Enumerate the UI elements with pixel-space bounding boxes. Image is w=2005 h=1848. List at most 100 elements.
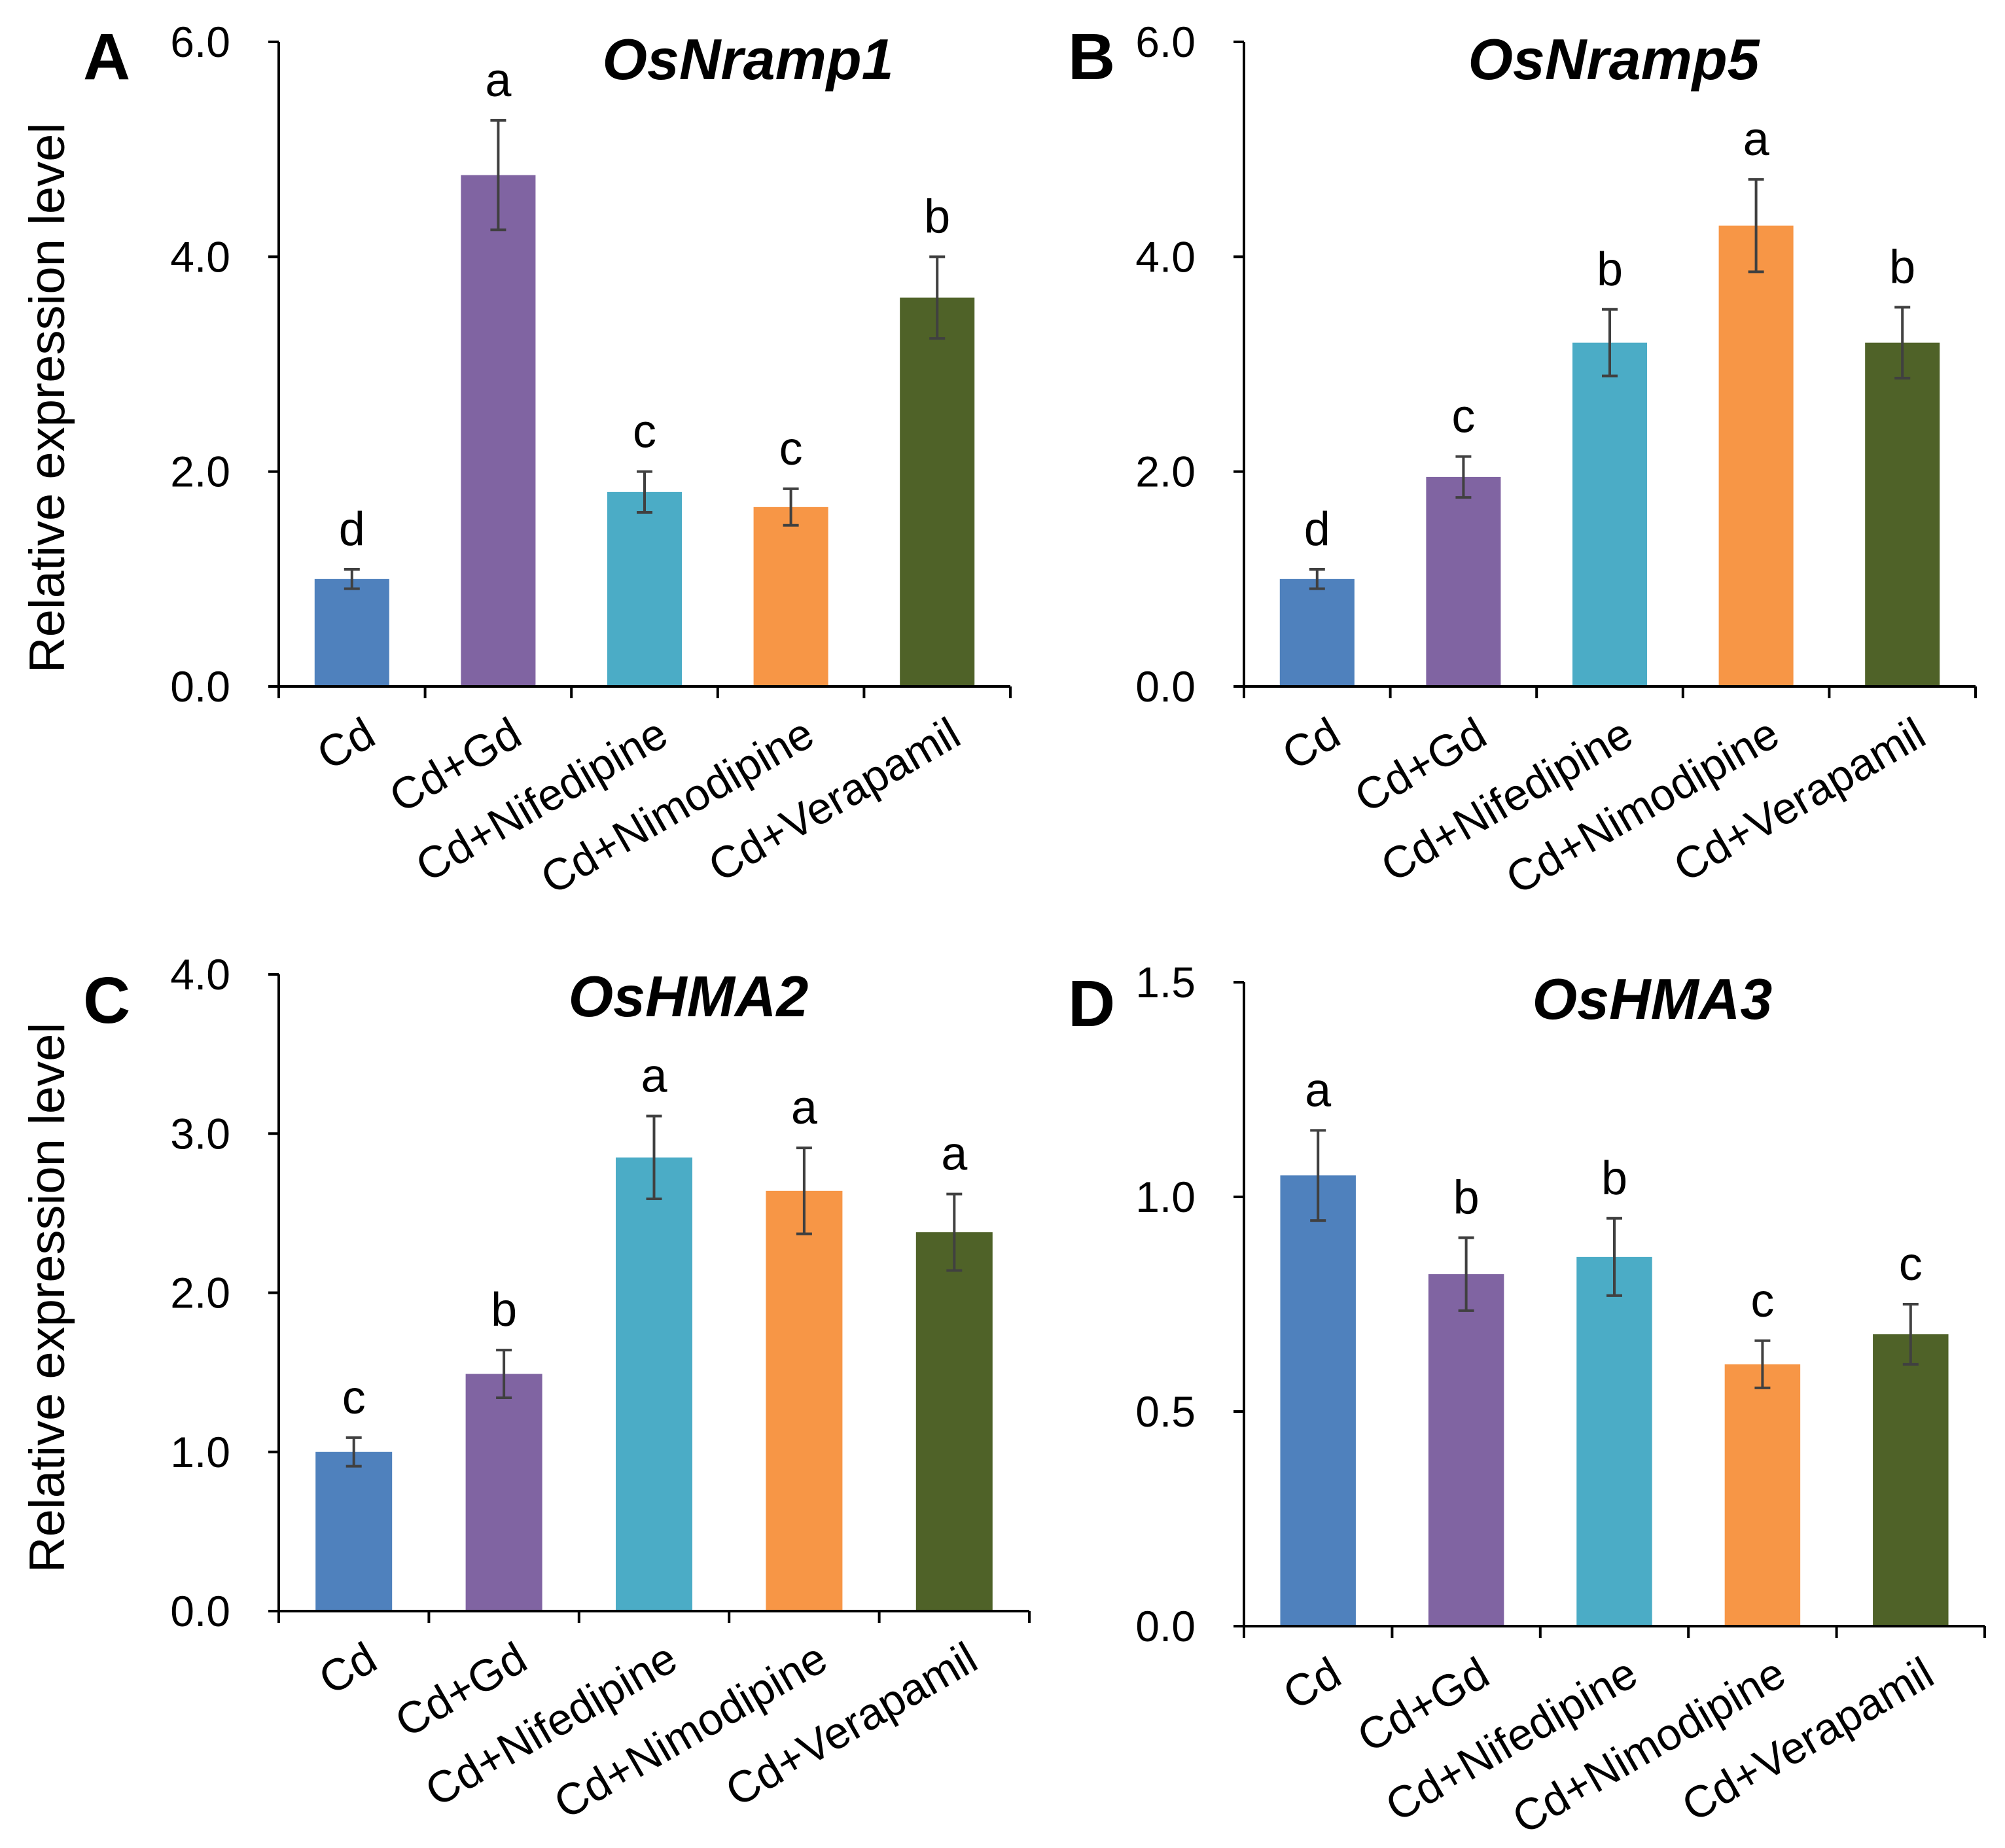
significance-letter: a xyxy=(1743,113,1770,166)
y-tick-label: 2.0 xyxy=(1135,448,1196,496)
y-tick-label: 1.0 xyxy=(1135,1173,1196,1221)
significance-letter: b xyxy=(1889,241,1915,293)
significance-letter: a xyxy=(641,1050,667,1102)
chart-title: OsNramp5 xyxy=(1468,27,1760,92)
x-tick-label: Cd+Verapamil xyxy=(717,1633,985,1816)
error-bar xyxy=(1602,308,1618,378)
significance-letter: a xyxy=(941,1128,968,1181)
error-bar xyxy=(496,1349,512,1400)
error-bar xyxy=(1894,306,1911,380)
error-bar xyxy=(1309,568,1325,590)
error-bar xyxy=(796,1146,812,1235)
panel-label: D xyxy=(1068,967,1115,1040)
x-tick-label: Cd+Verapamil xyxy=(1665,708,1934,891)
error-bar xyxy=(1748,178,1764,274)
x-tick-label: Cd xyxy=(1274,708,1348,779)
error-bar xyxy=(1310,1129,1326,1222)
significance-letter: b xyxy=(491,1284,517,1336)
significance-letter: c xyxy=(342,1372,366,1424)
error-bar xyxy=(1754,1339,1771,1389)
panel-label: B xyxy=(1068,20,1115,94)
y-tick-label: 2.0 xyxy=(170,1269,230,1317)
bar-cd xyxy=(1280,1175,1356,1626)
y-tick-label: 3.0 xyxy=(170,1109,230,1158)
chart-title: OsNramp1 xyxy=(602,27,893,92)
significance-letter: c xyxy=(633,406,656,458)
significance-letter: c xyxy=(1750,1275,1774,1327)
significance-letter: c xyxy=(779,423,803,475)
y-tick-label: 1.5 xyxy=(1135,958,1196,1006)
significance-letter: b xyxy=(1601,1152,1627,1205)
chart-title: OsHMA3 xyxy=(1533,967,1773,1031)
bar-cd xyxy=(315,1451,393,1611)
bar-cd-verapamil xyxy=(900,297,975,686)
y-tick-label: 4.0 xyxy=(1135,232,1196,281)
y-tick-label: 0.0 xyxy=(1135,1602,1196,1650)
error-bar xyxy=(646,1114,662,1200)
error-bar xyxy=(344,568,360,590)
panel-b: B OsNramp5dCdcCd+GdbCd+NifedipineaCd+Nimo… xyxy=(1068,18,1977,904)
y-tick-label: 4.0 xyxy=(170,950,230,999)
bar-cd-nifedipine xyxy=(1576,1256,1652,1626)
panel-a: A OsNramp1 Relative expression level d Cd a Cd… xyxy=(20,18,1012,904)
error-bar xyxy=(346,1436,362,1468)
bar-cd-gd xyxy=(461,175,536,687)
y-axis-label: Relative expression level xyxy=(20,1023,75,1573)
y-tick-label: 1.0 xyxy=(170,1428,230,1476)
y-tick-label: 0.0 xyxy=(1135,662,1196,711)
y-tick-label: 0.0 xyxy=(170,662,230,711)
y-tick-label: 0.5 xyxy=(1135,1387,1196,1436)
error-bar xyxy=(1902,1303,1919,1366)
bar-cd-nimodipine xyxy=(1724,1364,1801,1626)
x-tick-label: Cd xyxy=(1275,1648,1349,1719)
bar-cd-nifedipine xyxy=(607,491,683,686)
significance-letter: c xyxy=(1451,391,1475,443)
x-tick-label: Cd+Verapamil xyxy=(1674,1648,1942,1831)
y-tick-label: 6.0 xyxy=(170,18,230,66)
bar-cd xyxy=(1279,578,1355,686)
significance-letter: d xyxy=(1304,503,1330,556)
significance-letter: d xyxy=(339,503,365,556)
bar-cd xyxy=(314,578,389,686)
significance-letter: a xyxy=(1305,1064,1332,1116)
x-tick-label: Cd xyxy=(311,1633,385,1704)
bar-cd-gd xyxy=(465,1374,542,1611)
y-tick-label: 6.0 xyxy=(1135,18,1196,66)
bar-cd-verapamil xyxy=(1873,1334,1949,1626)
y-tick-label: 4.0 xyxy=(170,232,230,281)
error-bar xyxy=(946,1192,963,1272)
error-bar xyxy=(637,470,652,514)
significance-letter: b xyxy=(1453,1171,1480,1224)
bar-cd-nimodipine xyxy=(766,1190,843,1611)
bar-cd-nimodipine xyxy=(1718,225,1794,687)
x-tick-label: Cd+Verapamil xyxy=(700,708,968,891)
bar-cd-nifedipine xyxy=(1572,342,1648,686)
error-bar xyxy=(929,255,946,340)
chart-title: OsHMA2 xyxy=(569,964,809,1029)
significance-letter: c xyxy=(1899,1238,1923,1290)
bar-cd-verapamil xyxy=(915,1232,993,1611)
bar-cd-gd xyxy=(1428,1274,1504,1626)
significance-letter: a xyxy=(485,54,512,107)
error-bar xyxy=(490,118,506,232)
x-tick-label: Cd xyxy=(309,708,383,779)
bar-cd-verapamil xyxy=(1865,342,1940,686)
significance-letter: a xyxy=(791,1082,818,1134)
bar-cd-nimodipine xyxy=(753,506,828,686)
panel-label: C xyxy=(83,964,130,1037)
y-tick-label: 0.0 xyxy=(170,1587,230,1635)
error-bar xyxy=(783,487,799,527)
bar-cd-gd xyxy=(1426,476,1501,686)
significance-letter: b xyxy=(1597,243,1623,296)
bar-cd-nifedipine xyxy=(616,1157,692,1611)
significance-letter: b xyxy=(924,190,950,243)
error-bar xyxy=(1455,455,1472,499)
panel-d: D OsHMA3aCdbCd+GdbCd+NifedipinecCd+Nimodi… xyxy=(1068,958,1986,1843)
error-bar xyxy=(1458,1236,1474,1312)
y-tick-label: 2.0 xyxy=(170,448,230,496)
y-axis-label: Relative expression level xyxy=(20,123,75,673)
error-bar xyxy=(1606,1217,1622,1297)
panel-label: A xyxy=(83,20,130,94)
